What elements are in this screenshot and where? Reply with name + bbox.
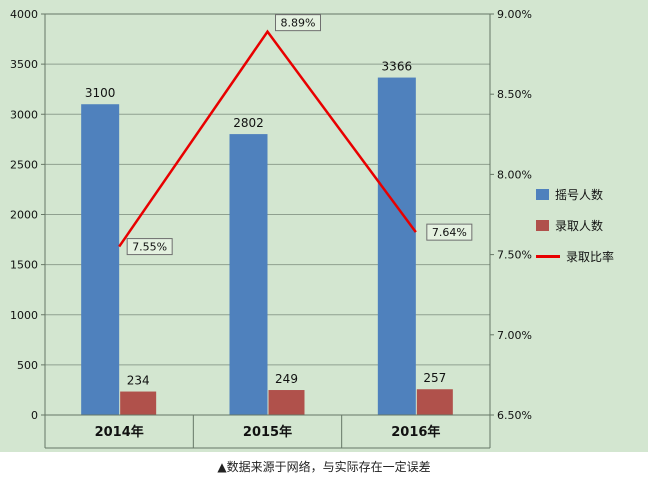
legend-swatch-line: [536, 255, 560, 258]
bar-value-label: 2802: [233, 116, 264, 130]
y-axis-tick-label: 500: [17, 359, 38, 372]
legend-label: 录取人数: [555, 219, 604, 233]
bar-value-label: 3100: [85, 86, 116, 100]
y-axis-tick-label: 2000: [10, 209, 38, 222]
secondary-y-axis-tick-label: 9.00%: [497, 8, 532, 21]
bar: [120, 391, 157, 415]
bar-value-label: 249: [275, 372, 298, 386]
secondary-y-axis-tick-label: 6.50%: [497, 409, 532, 422]
legend-item-bar-series-1: 摇号人数: [536, 186, 614, 203]
secondary-y-axis-tick-label: 7.00%: [497, 329, 532, 342]
bar-value-label: 3366: [382, 60, 413, 74]
chart-canvas: 0 500 1000 1500 2000 2500 3000 3500 4000 6.50% 7.0…: [0, 0, 648, 452]
y-axis-tick-label: 1500: [10, 259, 38, 272]
legend-label: 录取比率: [566, 250, 615, 264]
legend-swatch-red-bar: [536, 220, 549, 231]
legend-swatch-blue-bar: [536, 189, 549, 200]
line-point-label-box: [275, 14, 321, 32]
bar: [377, 77, 416, 415]
bar: [268, 390, 305, 415]
chart-caption: ▲数据来源于网络，与实际存在一定误差: [217, 460, 431, 474]
bar-value-label: 257: [423, 371, 446, 385]
x-axis-label: 2015年: [243, 424, 292, 440]
y-axis-tick-label: 4000: [10, 8, 38, 21]
chart-legend: 摇号人数 录取人数 录取比率: [536, 186, 614, 265]
trend-line: [118, 29, 417, 248]
bar: [229, 134, 268, 416]
legend-item-bar-series-2: 录取人数: [536, 217, 614, 234]
y-axis-tick-label: 3000: [10, 108, 38, 121]
line-point-label: 8.89%: [281, 17, 316, 30]
legend-item-line-series: 录取比率: [536, 248, 614, 265]
y-axis-tick-label: 2500: [10, 158, 38, 171]
x-axis-label: 2016年: [391, 424, 440, 440]
x-axis-label: 2014年: [95, 424, 144, 440]
line-point-label-box: [126, 238, 173, 256]
bar: [81, 104, 120, 415]
y-axis-tick-label: 1000: [10, 309, 38, 322]
secondary-y-axis-tick-label: 8.50%: [497, 88, 532, 101]
line-point-label: 7.64%: [432, 226, 467, 239]
secondary-y-axis-tick-label: 7.50%: [497, 249, 532, 262]
bar: [416, 389, 453, 415]
y-axis-tick-label: 3500: [10, 58, 38, 71]
y-axis-tick-label: 0: [31, 409, 38, 422]
bar-value-label: 234: [127, 374, 150, 388]
line-point-label-box: [426, 223, 473, 241]
secondary-y-axis-tick-label: 8.00%: [497, 168, 532, 181]
legend-label: 摇号人数: [555, 188, 604, 202]
line-point-label: 7.55%: [132, 241, 167, 254]
plot-frame: [44, 13, 491, 416]
